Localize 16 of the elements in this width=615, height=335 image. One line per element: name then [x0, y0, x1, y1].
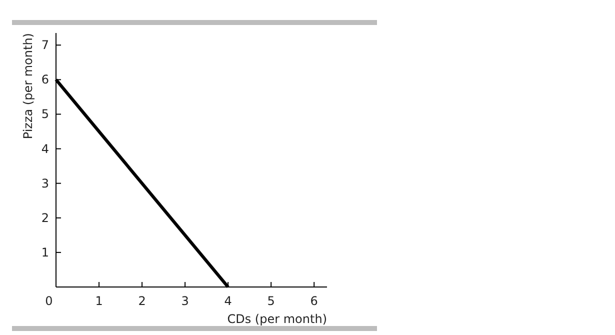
- y-tick-label: 6: [41, 72, 49, 87]
- y-tick-label: 5: [41, 107, 49, 122]
- x-tick-label: 4: [224, 294, 232, 308]
- x-tick-label: 2: [138, 294, 146, 308]
- x-tick-label: 3: [181, 294, 189, 308]
- y-tick-label: 3: [41, 176, 49, 190]
- x-tick-label: 0: [45, 294, 53, 308]
- y-tick-label: 2: [41, 210, 49, 225]
- x-tick-label: 6: [310, 294, 318, 308]
- y-tick-label: 1: [41, 245, 49, 260]
- y-tick-label: 7: [41, 38, 49, 52]
- x-tick-label: 5: [267, 294, 275, 308]
- x-axis-title: CDs (per month): [227, 312, 327, 326]
- y-axis-title: Pizza (per month): [21, 33, 35, 140]
- y-tick-label: 4: [41, 142, 49, 156]
- x-tick-label: 1: [95, 294, 103, 308]
